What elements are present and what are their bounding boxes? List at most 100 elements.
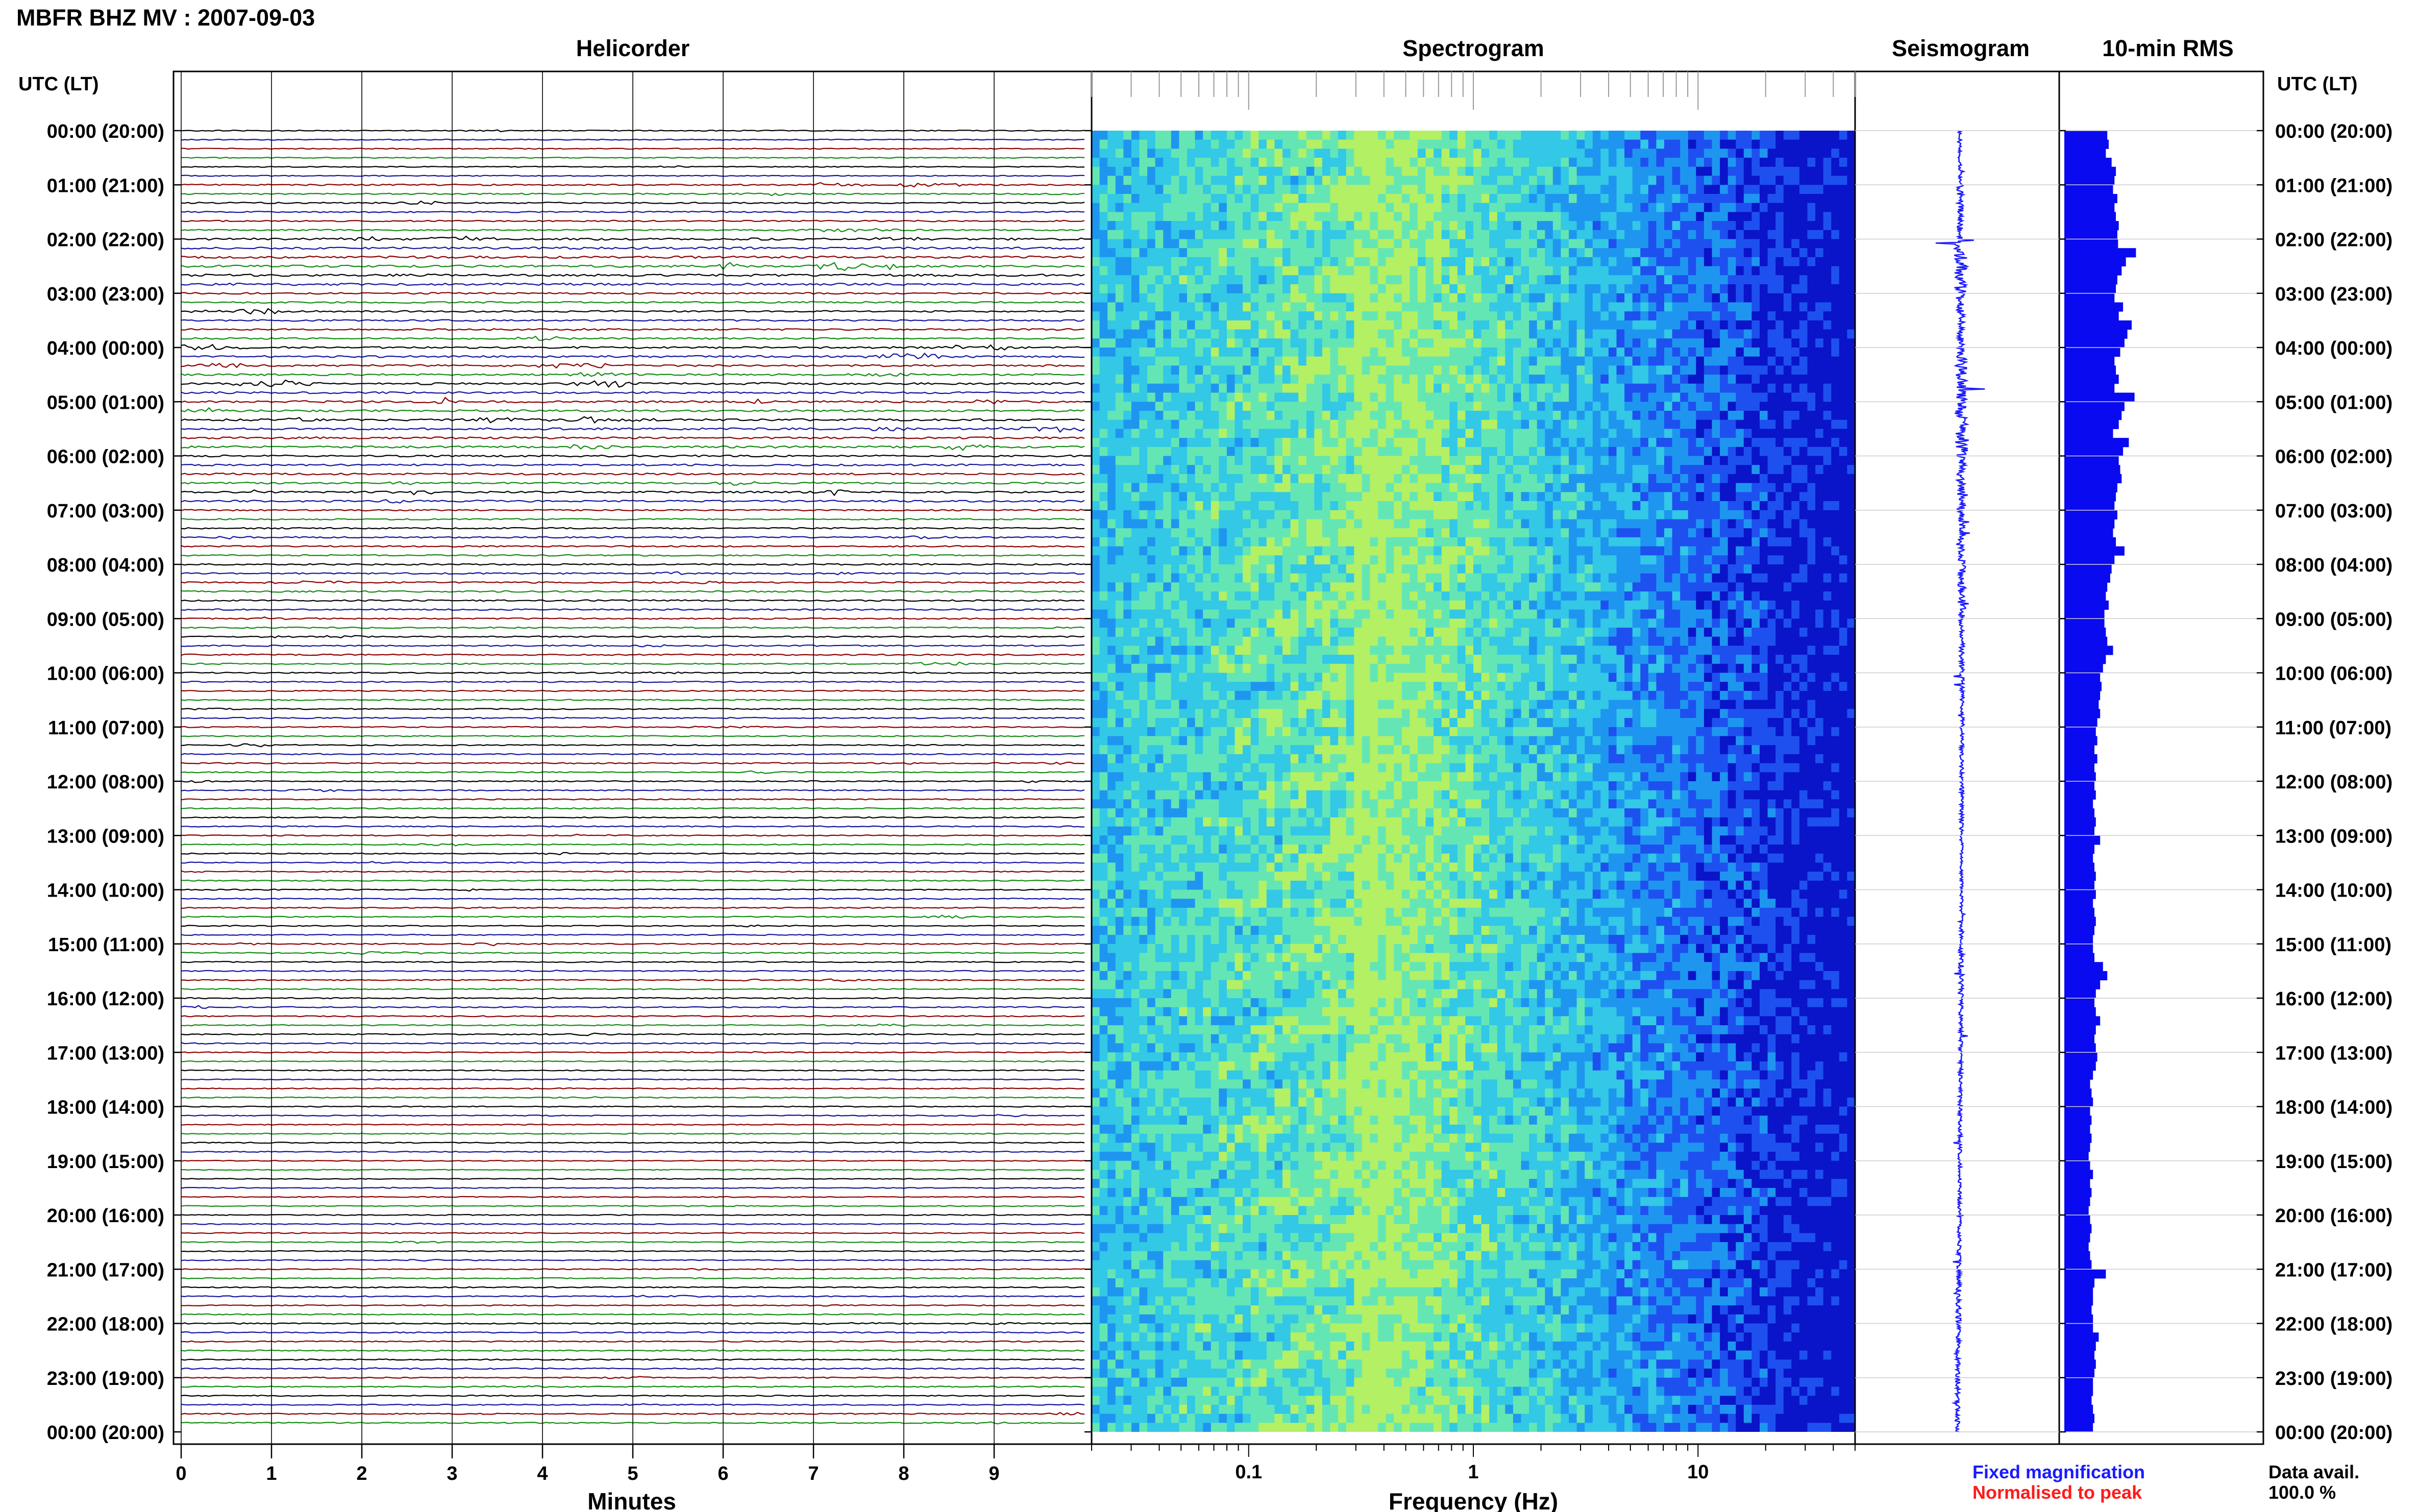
rms-bar [2064, 166, 2116, 176]
rms-bar [2064, 618, 2105, 628]
rms-bar [2064, 944, 2093, 953]
rms-bar [2064, 1116, 2092, 1125]
time-label-left: 23:00 (19:00) [47, 1368, 164, 1390]
time-label-right: 07:00 (03:00) [2275, 501, 2392, 522]
rms-bar [2064, 1242, 2089, 1252]
rms-bar [2064, 1187, 2092, 1198]
helicorder-tick-label: 8 [898, 1463, 909, 1484]
rms-bar [2064, 302, 2124, 312]
data-avail-label: Data avail. [2268, 1461, 2359, 1482]
time-label-left: 21:00 (17:00) [47, 1259, 164, 1281]
rms-bar [2064, 1215, 2090, 1225]
time-label-left: 11:00 (07:00) [48, 717, 164, 739]
rms-bar [2064, 564, 2112, 574]
time-label-left: 13:00 (09:00) [47, 826, 164, 847]
rms-bar [2064, 989, 2096, 999]
helicorder-tick-label: 4 [537, 1463, 548, 1484]
rms-bar [2064, 338, 2125, 348]
rms-bar [2064, 203, 2115, 212]
rms-bar [2064, 1305, 2092, 1315]
rms-bar [2064, 131, 2108, 140]
rms-bar [2064, 1043, 2096, 1053]
rms-bar [2064, 1386, 2093, 1396]
rms-bar [2064, 916, 2096, 926]
rms-bar [2064, 411, 2122, 420]
time-label-right: 00:00 (20:00) [2275, 121, 2392, 142]
rms-bar [2064, 573, 2110, 583]
rms-bar [2064, 646, 2113, 655]
time-label-right: 12:00 (08:00) [2275, 772, 2392, 793]
rms-bar [2064, 148, 2106, 158]
rms-bar [2064, 763, 2094, 773]
rms-bar [2064, 1414, 2094, 1423]
rms-bar [2064, 1052, 2097, 1062]
rms-bar [2064, 907, 2094, 918]
rms-bar [2064, 709, 2101, 718]
time-label-right: 00:00 (20:00) [2275, 1422, 2392, 1444]
time-label-left: 14:00 (10:00) [47, 880, 164, 902]
rms-bar [2064, 754, 2097, 764]
rms-bar [2064, 935, 2093, 945]
time-label-right: 01:00 (21:00) [2275, 175, 2392, 196]
rms-bar [2064, 1314, 2093, 1324]
rms-bar [2064, 1079, 2090, 1089]
time-label-right: 20:00 (16:00) [2275, 1205, 2392, 1227]
rms-bar [2064, 980, 2101, 989]
time-label-right: 15:00 (11:00) [2275, 934, 2391, 956]
time-label-left: 00:00 (20:00) [47, 121, 164, 142]
time-label-right: 18:00 (14:00) [2275, 1097, 2392, 1119]
rms-bar [2064, 1251, 2090, 1260]
rms-bar [2064, 826, 2094, 836]
rms-bar [2064, 248, 2136, 258]
rms-bar [2064, 1034, 2094, 1044]
rms-bar [2064, 609, 2105, 619]
rms-bar [2064, 447, 2124, 456]
rms-bar [2064, 781, 2094, 791]
spectrogram-tick-label: 1 [1468, 1461, 1478, 1483]
spectrogram-xlabel: Frequency (Hz) [1389, 1488, 1558, 1512]
utc-header-left: UTC (LT) [18, 73, 99, 95]
time-label-right: 14:00 (10:00) [2275, 880, 2392, 902]
rms-bar [2064, 889, 2096, 899]
rms-bar [2064, 1296, 2093, 1306]
rms-bar [2064, 356, 2115, 366]
time-label-left: 15:00 (11:00) [48, 934, 164, 956]
time-label-left: 07:00 (03:00) [47, 501, 164, 522]
rms-bar [2064, 1061, 2096, 1071]
rms-bar [2064, 673, 2101, 682]
helicorder-title: Helicorder [576, 35, 690, 61]
rms-bar [2064, 998, 2094, 1008]
rms-bar [2064, 1377, 2093, 1387]
helicorder-xlabel: Minutes [587, 1488, 676, 1512]
rms-bar [2064, 194, 2117, 204]
rms-bar [2064, 1369, 2094, 1378]
rms-bar [2064, 311, 2119, 321]
helicorder-tick-label: 0 [176, 1463, 186, 1484]
utc-header-right: UTC (LT) [2277, 73, 2358, 95]
rms-bar [2064, 1233, 2090, 1243]
rms-bar [2064, 139, 2109, 149]
rms-bar [2064, 1278, 2094, 1288]
rms-bar [2064, 365, 2116, 375]
rms-title: 10-min RMS [2102, 35, 2234, 61]
rms-bar [2064, 555, 2115, 565]
rms-bar [2064, 1170, 2093, 1179]
rms-bar [2064, 799, 2093, 809]
rms-bar [2064, 971, 2108, 981]
time-label-left: 01:00 (21:00) [47, 175, 164, 196]
rms-bar [2064, 1133, 2092, 1143]
rms-bar [2064, 266, 2122, 276]
rms-bar [2064, 1160, 2090, 1170]
rms-bar [2064, 419, 2119, 429]
rms-bar [2064, 1350, 2094, 1360]
rms-bar [2064, 293, 2115, 303]
rms-bar [2064, 636, 2108, 646]
helicorder-tick-label: 5 [627, 1463, 638, 1484]
helicorder-tick-label: 1 [266, 1463, 277, 1484]
rms-bar [2064, 1124, 2090, 1134]
helicorder-tick-label: 3 [447, 1463, 457, 1484]
rms-bar [2064, 899, 2093, 908]
rms-bar [2064, 582, 2108, 592]
rms-bar [2064, 492, 2116, 502]
rms-bar [2064, 953, 2094, 962]
